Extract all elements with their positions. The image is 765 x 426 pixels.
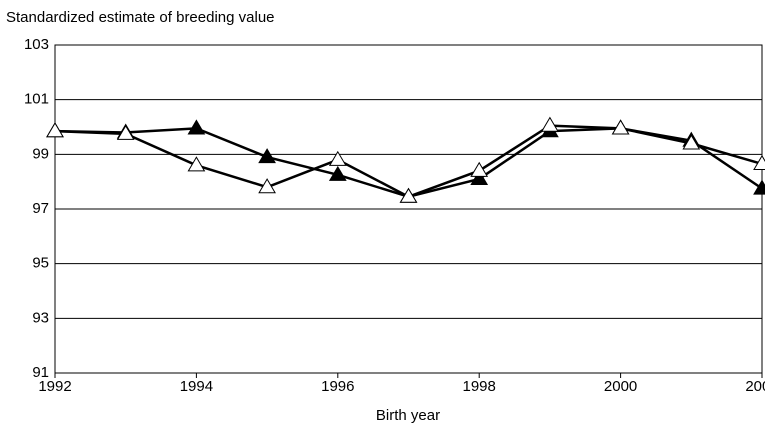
- marker: [116, 124, 135, 140]
- x-tick-label: 1996: [321, 378, 354, 395]
- y-tick-label: 99: [32, 145, 49, 162]
- marker: [753, 179, 765, 195]
- y-tick-label: 103: [24, 36, 49, 53]
- marker: [611, 119, 630, 135]
- marker: [328, 150, 347, 166]
- marker: [682, 134, 701, 150]
- y-tick-label: 95: [32, 255, 49, 272]
- series-line: [54, 124, 763, 199]
- x-tick-label: 2002: [745, 378, 765, 395]
- x-tick-label: 1994: [180, 378, 213, 395]
- marker: [328, 165, 347, 181]
- marker: [399, 187, 418, 203]
- marker: [258, 148, 276, 164]
- y-tick-label: 101: [24, 91, 49, 108]
- marker: [258, 178, 276, 194]
- y-tick-label: 93: [32, 309, 49, 326]
- marker: [541, 116, 559, 132]
- y-tick-label: 91: [32, 364, 49, 381]
- x-tick-label: 1998: [463, 378, 496, 395]
- chart-title: Standardized estimate of breeding value: [6, 9, 275, 26]
- marker: [187, 156, 206, 172]
- marker: [470, 161, 489, 177]
- marker: [187, 119, 206, 135]
- marker: [470, 169, 489, 186]
- y-tick-label: 97: [32, 200, 49, 217]
- x-tick-label: 1992: [38, 378, 71, 395]
- x-axis-label: Birth year: [376, 407, 440, 424]
- x-tick-label: 2000: [604, 378, 637, 395]
- marker: [46, 122, 64, 138]
- marker: [753, 154, 765, 170]
- series-line: [54, 127, 763, 198]
